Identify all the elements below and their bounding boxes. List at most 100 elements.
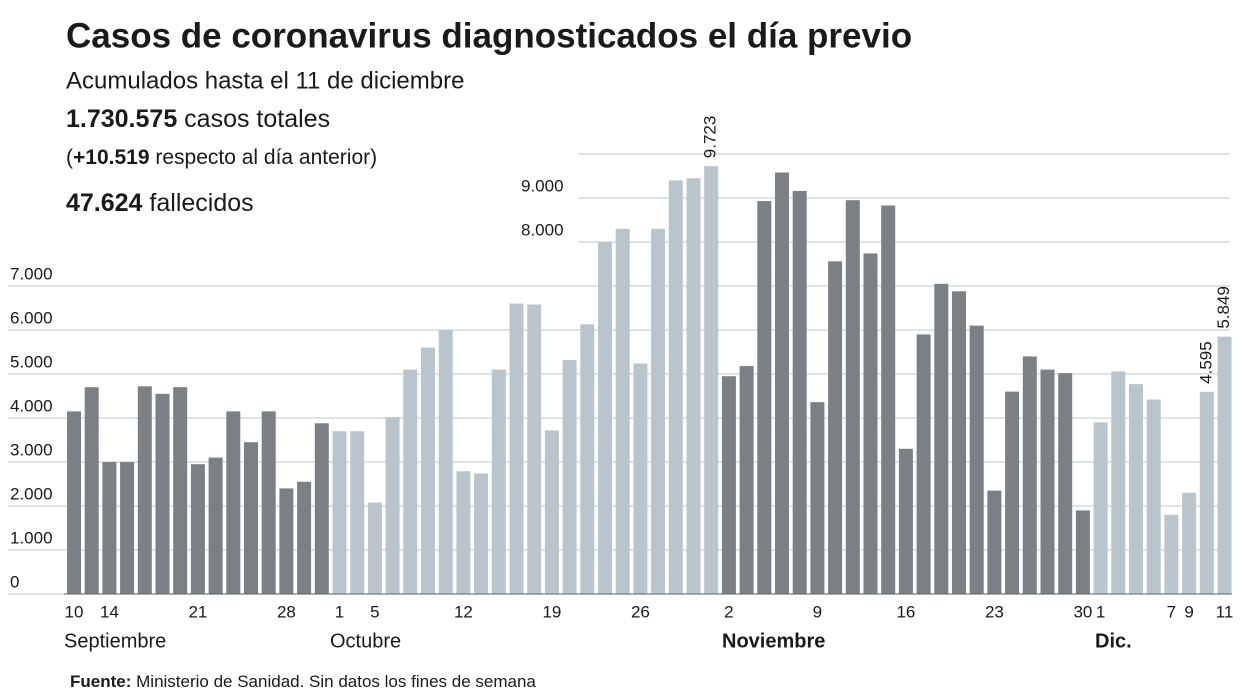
bar: [704, 166, 719, 595]
stat-prefix: (: [66, 146, 73, 169]
x-tick-label: 1: [335, 602, 344, 621]
bar: [67, 411, 81, 594]
bar: [792, 190, 807, 594]
bar: [580, 324, 595, 594]
month-label: Octubre: [330, 630, 401, 652]
y-tick-label: 1.000: [10, 528, 53, 547]
bar: [1199, 391, 1214, 594]
stat-text: casos totales: [184, 105, 330, 133]
bar: [438, 330, 453, 594]
y-tick-label: 5.000: [10, 352, 53, 371]
bar: [1075, 510, 1090, 594]
bar: [509, 303, 524, 594]
bar: [491, 369, 506, 594]
bar: [916, 334, 931, 594]
bar: [1040, 369, 1055, 594]
bar: [421, 347, 435, 594]
bar: [1093, 422, 1108, 594]
bar: [633, 363, 648, 594]
y-tick-label: 2.000: [10, 484, 53, 503]
bar: [810, 402, 825, 594]
x-tick-label: 10: [65, 602, 84, 621]
bar: [297, 481, 312, 594]
bar: [385, 417, 400, 594]
x-tick-label: 14: [100, 602, 119, 621]
stat-line: 47.624 fallecidos: [66, 189, 254, 217]
month-label: Dic.: [1095, 630, 1132, 652]
bar: [686, 178, 701, 594]
bar: [120, 462, 135, 594]
stat-text: fallecidos: [149, 189, 253, 217]
bar: [845, 200, 860, 594]
bar: [775, 172, 789, 595]
bar: [615, 228, 630, 595]
bar: [1022, 356, 1037, 594]
bar: [208, 457, 223, 594]
bar: [828, 261, 843, 594]
value-label: 4.595: [1196, 341, 1215, 384]
value-label: 5.849: [1214, 286, 1233, 329]
y-tick-label: 4.000: [10, 396, 53, 415]
subtitle: Acumulados hasta el 11 de diciembre: [66, 67, 464, 94]
bar: [969, 325, 984, 594]
x-tick-label: 2: [724, 602, 733, 621]
source: Fuente: Ministerio de Sanidad. Sin datos…: [70, 672, 536, 691]
x-tick-label: 19: [542, 602, 561, 621]
value-label: 9.723: [701, 116, 720, 159]
bar: [474, 473, 489, 594]
bar: [1129, 384, 1143, 594]
y-tick-label: 8.000: [521, 220, 564, 239]
chart-title: Casos de coronavirus diagnosticados el d…: [66, 16, 912, 55]
bar: [527, 304, 542, 594]
bar: [739, 366, 754, 594]
y-tick-label: 6.000: [10, 308, 53, 327]
bar: [1217, 336, 1232, 594]
x-tick-label: 9: [1184, 602, 1193, 621]
bar: [651, 228, 666, 595]
bar: [244, 442, 258, 594]
bar: [863, 253, 878, 594]
bar: [456, 471, 471, 594]
x-tick-label: 9: [813, 602, 822, 621]
stat-line: 1.730.575 casos totales: [66, 105, 330, 133]
bar: [952, 291, 966, 594]
y-tick-label: 0: [10, 572, 19, 591]
bar: [562, 359, 577, 594]
y-tick-label: 9.000: [521, 176, 564, 195]
bar: [403, 369, 418, 594]
x-tick-label: 5: [370, 602, 379, 621]
bar: [898, 448, 913, 594]
bars: [67, 166, 1232, 595]
bar: [279, 488, 294, 594]
bar: [84, 387, 99, 594]
bar: [102, 462, 117, 594]
bar: [332, 431, 347, 594]
bar: [367, 502, 382, 594]
x-tick-label: 23: [985, 602, 1004, 621]
month-label: Noviembre: [722, 630, 825, 652]
bar: [934, 283, 949, 594]
bar: [261, 411, 276, 594]
x-tick-label: 1: [1096, 602, 1105, 621]
bar: [173, 387, 188, 594]
stat-number: 47.624: [66, 189, 143, 217]
bar: [1005, 391, 1020, 594]
x-tick-label: 21: [188, 602, 207, 621]
y-tick-label: 7.000: [10, 264, 53, 283]
stat-text: respecto al día anterior): [155, 146, 377, 169]
stat-number: +10.519: [73, 146, 150, 169]
bar: [721, 376, 736, 594]
stat-number: 1.730.575: [66, 105, 177, 133]
bar: [757, 201, 772, 594]
x-tick-label: 12: [454, 602, 473, 621]
y-tick-label: 3.000: [10, 440, 53, 459]
month-label: Septiembre: [64, 630, 166, 652]
bar: [1164, 514, 1179, 594]
bar: [155, 393, 170, 594]
bar: [226, 411, 241, 594]
x-tick-label: 26: [631, 602, 650, 621]
bar: [1058, 373, 1073, 594]
x-tick-label: 16: [896, 602, 915, 621]
x-tick-label: 11: [1216, 602, 1234, 621]
